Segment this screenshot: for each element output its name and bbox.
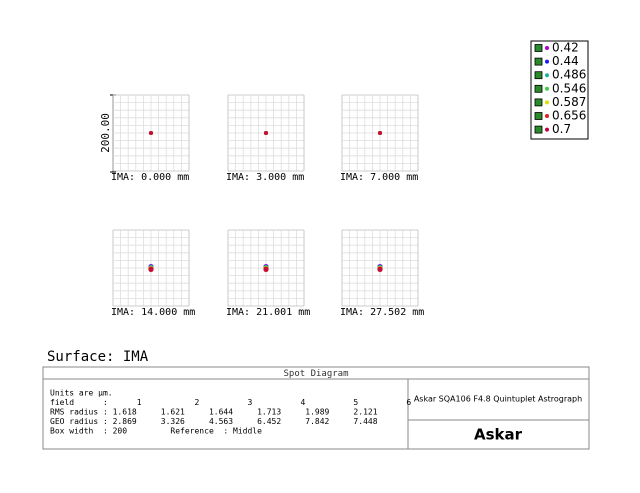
- legend-dot: [545, 59, 549, 64]
- table-line: Units are µm.: [50, 389, 113, 398]
- scale-label: 200.00: [99, 113, 112, 153]
- legend-label: 0.587: [552, 95, 586, 109]
- info-table: [42, 366, 590, 450]
- spot: [148, 266, 154, 273]
- legend-swatch: [534, 44, 543, 52]
- legend-dot: [545, 73, 549, 78]
- legend-dot: [545, 100, 549, 105]
- legend-label: 0.546: [552, 81, 586, 95]
- legend-swatch: [534, 57, 543, 66]
- spot: [263, 266, 269, 273]
- legend-label: 0.486: [552, 68, 586, 82]
- surface-label: Surface: IMA: [47, 349, 149, 365]
- legend-swatch: [534, 125, 543, 134]
- panel-label: IMA: 21.001 mm: [226, 307, 310, 318]
- legend-dot: [545, 127, 549, 132]
- legend-dot: [545, 86, 549, 91]
- legend-label: 0.656: [552, 109, 586, 123]
- panel-label: IMA: 7.000 mm: [340, 172, 418, 183]
- panel-label: IMA: 14.000 mm: [111, 307, 195, 318]
- legend-label: 0.44: [552, 54, 579, 68]
- spot: [378, 131, 382, 135]
- legend-dot: [545, 114, 549, 118]
- legend-swatch: [534, 98, 543, 107]
- legend-dot: [545, 46, 549, 50]
- table-line: RMS radius : 1.618 1.621 1.644 1.713 1.9…: [50, 408, 378, 417]
- table-description: Askar SQA106 F4.8 Quintuplet Astrograph: [414, 395, 582, 404]
- panel-label: IMA: 27.502 mm: [340, 307, 424, 318]
- legend-swatch: [534, 112, 543, 120]
- table-line: Box width : 200 Reference : Middle: [50, 427, 262, 436]
- spot: [149, 131, 153, 135]
- table-title: Spot Diagram: [283, 369, 348, 379]
- legend-swatch: [534, 84, 543, 93]
- spot: [264, 131, 268, 135]
- spot: [377, 266, 383, 273]
- panel-label: IMA: 3.000 mm: [226, 172, 304, 183]
- table-line: GEO radius : 2.869 3.326 4.563 6.452 7.8…: [50, 417, 378, 426]
- legend-swatch: [534, 71, 543, 80]
- legend-label: 0.7: [552, 122, 571, 136]
- legend-label: 0.42: [552, 41, 579, 55]
- panel-label: IMA: 0.000 mm: [111, 172, 189, 183]
- table-line: field : 1 2 3 4 5 6: [50, 398, 411, 407]
- logo: Askar: [474, 426, 523, 444]
